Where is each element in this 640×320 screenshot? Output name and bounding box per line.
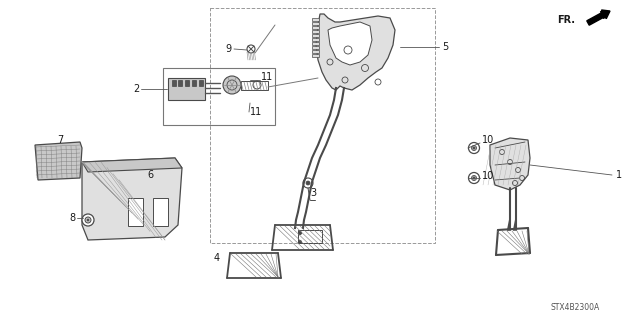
Text: 8: 8 — [70, 213, 76, 223]
Polygon shape — [35, 142, 82, 180]
Bar — [298, 230, 322, 243]
Circle shape — [87, 219, 89, 221]
Bar — [128, 198, 143, 226]
Text: 3: 3 — [310, 188, 316, 198]
Polygon shape — [316, 14, 395, 90]
Circle shape — [85, 217, 91, 223]
Bar — [312, 38, 319, 41]
Polygon shape — [328, 22, 372, 65]
Text: 10: 10 — [482, 135, 494, 145]
Circle shape — [468, 142, 479, 154]
Text: 11: 11 — [261, 72, 273, 82]
Bar — [312, 22, 319, 25]
Text: 4: 4 — [214, 253, 220, 263]
Bar — [312, 34, 319, 37]
Circle shape — [473, 147, 475, 149]
Bar — [312, 54, 319, 57]
FancyArrow shape — [587, 10, 610, 25]
Circle shape — [298, 231, 301, 235]
Bar — [178, 80, 182, 86]
Circle shape — [472, 146, 477, 150]
Text: 1: 1 — [616, 170, 622, 180]
Bar — [199, 80, 203, 86]
Text: 5: 5 — [442, 42, 448, 52]
Text: FR.: FR. — [557, 15, 575, 25]
Text: 6: 6 — [147, 170, 153, 180]
Bar — [172, 80, 176, 86]
Circle shape — [306, 181, 310, 185]
Text: 10: 10 — [482, 171, 494, 181]
Text: STX4B2300A: STX4B2300A — [551, 303, 600, 313]
Bar — [312, 18, 319, 21]
Circle shape — [223, 76, 241, 94]
Circle shape — [472, 175, 477, 180]
Circle shape — [473, 177, 475, 179]
Text: 11: 11 — [250, 107, 262, 117]
Text: 9: 9 — [226, 44, 232, 54]
Polygon shape — [490, 138, 530, 190]
Bar — [153, 198, 168, 226]
Polygon shape — [168, 78, 205, 100]
Bar — [185, 80, 189, 86]
Bar — [210, 8, 435, 243]
Bar — [312, 42, 319, 45]
Polygon shape — [82, 158, 182, 240]
Bar — [241, 81, 268, 90]
Text: 7: 7 — [57, 135, 63, 145]
Bar — [312, 30, 319, 33]
Bar — [312, 46, 319, 49]
Circle shape — [82, 214, 94, 226]
Text: 2: 2 — [134, 84, 140, 94]
Bar — [192, 80, 196, 86]
Circle shape — [298, 241, 301, 244]
Polygon shape — [82, 158, 182, 172]
Bar — [163, 68, 275, 125]
Bar — [312, 50, 319, 53]
Bar — [312, 26, 319, 29]
Circle shape — [468, 172, 479, 183]
